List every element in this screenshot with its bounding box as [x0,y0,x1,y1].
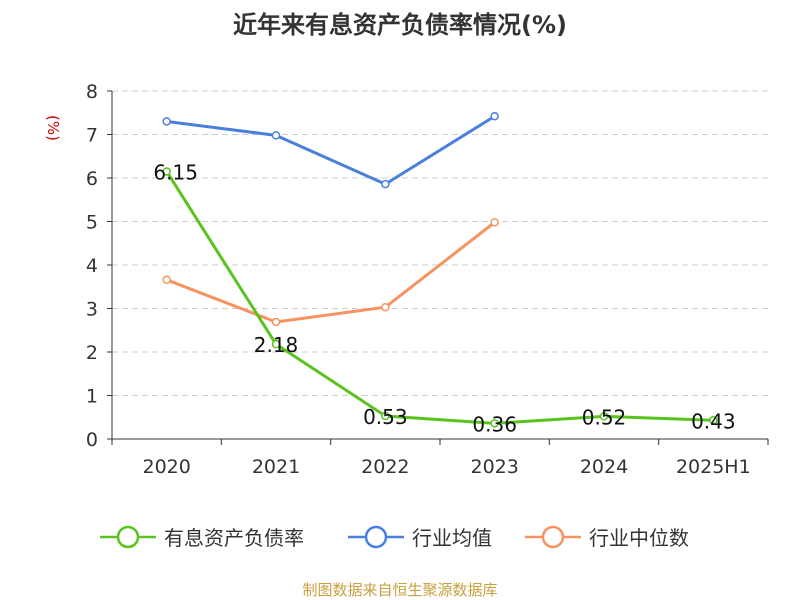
y-tick-label: 7 [86,125,98,147]
chart-title: 近年来有息资产负债率情况(%) [233,11,567,39]
series-line [166,221,496,324]
data-point [162,275,171,285]
data-point [381,411,390,421]
data-label: 0.52 [582,405,627,429]
y-tick-label: 6 [86,168,98,190]
x-tick-label: 2022 [361,456,409,478]
legend-marker [364,525,388,549]
y-axis-label: (%) [44,115,62,141]
legend-label: 行业中位数 [589,526,689,550]
y-tick-label: 3 [86,299,98,321]
data-point [599,412,609,421]
x-tick-label: 2024 [580,456,628,478]
data-point [381,302,390,312]
legend-marker [116,525,140,549]
y-tick-label: 8 [86,81,98,103]
data-point [271,131,281,140]
data-point [490,218,499,227]
y-tick-label: 5 [86,212,98,234]
data-point [271,339,281,349]
data-point [490,419,499,428]
data-label: 0.43 [691,409,736,433]
legend-label: 行业均值 [412,526,492,550]
source-note: 制图数据来自恒生聚源数据库 [302,581,497,599]
data-point [490,111,499,121]
x-tick-label: 2025H1 [676,456,751,478]
x-tick-label: 2023 [470,456,518,478]
data-label: 0.36 [472,412,517,436]
series-line [165,170,714,425]
y-tick-label: 1 [86,386,98,408]
x-tick-label: 2020 [142,456,190,478]
legend: 有息资产负债率 行业均值 行业中位数 [100,525,689,550]
y-tick-label: 0 [86,429,98,451]
data-point [271,317,281,327]
data-point [162,167,171,176]
data-label: 2.18 [254,333,299,357]
data-label: 0.53 [363,405,408,429]
y-tick-label: 2 [86,342,98,364]
data-label: 6.15 [153,160,198,184]
y-tick-label: 4 [86,255,98,277]
legend-label: 有息资产负债率 [164,526,304,550]
data-point [162,117,171,126]
data-point [381,179,390,189]
axis-layer: 0 1 2 3 4 5 6 7 8 2020 2021 2022 2023 2024 2025H1 [86,81,769,478]
data-point [709,416,718,425]
series-line [166,114,496,186]
legend-marker [541,525,565,549]
series-layer [162,111,718,428]
data-label-layer: 6.15 2.18 0.53 0.36 0.52 0.43 [153,160,735,436]
x-tick-label: 2021 [252,456,300,478]
